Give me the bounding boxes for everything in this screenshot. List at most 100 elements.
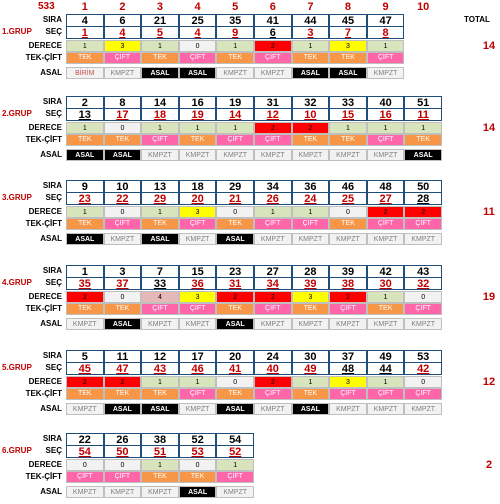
tek-cift-cell: ÇİFT <box>103 52 142 64</box>
sira-cell: 12 <box>141 350 179 362</box>
sec-cell: 4 <box>178 26 217 39</box>
row-label-asal: ASAL <box>40 487 62 496</box>
asal-cell: KMPZT <box>66 318 104 330</box>
derece-cell: 2 <box>404 206 442 218</box>
column-number-8: 8 <box>344 1 352 13</box>
derece-cell: 2 <box>254 291 292 303</box>
derece-cell: 0 <box>103 206 142 218</box>
sira-cell: 41 <box>254 14 292 26</box>
asal-cell: ASAL <box>216 318 254 330</box>
row-label-sira: SIRA <box>42 351 62 360</box>
sira-cell: 29 <box>216 180 254 192</box>
asal-cell: ASAL <box>404 149 442 161</box>
row-label-sec: SEÇ <box>45 278 62 287</box>
row-label-sec: SEÇ <box>45 27 62 36</box>
asal-cell: KMPZT <box>216 67 254 79</box>
tek-cift-cell: TEK <box>66 134 104 146</box>
derece-cell: 1 <box>291 40 330 52</box>
total-header: TOTAL <box>464 15 490 24</box>
derece-cell: 1 <box>216 459 254 471</box>
row-label-derece: DERECE <box>28 377 62 386</box>
tek-cift-cell: TEK <box>291 388 330 400</box>
sira-cell: 11 <box>103 350 142 362</box>
derece-cell: 1 <box>366 122 405 134</box>
asal-cell: KMPZT <box>103 486 142 498</box>
row-label-sira: SIRA <box>42 15 62 24</box>
asal-cell: KMPZT <box>329 403 367 415</box>
derece-cell: 0 <box>178 459 217 471</box>
tek-cift-cell: ÇİFT <box>216 471 254 483</box>
sec-cell: 27 <box>366 192 405 205</box>
sira-cell: 21 <box>141 14 179 26</box>
sec-cell: 43 <box>141 362 179 375</box>
asal-cell: ASAL <box>291 403 330 415</box>
sec-cell: 47 <box>103 362 142 375</box>
sec-cell: 22 <box>103 192 142 205</box>
row-label-asal: ASAL <box>40 150 62 159</box>
sec-cell: 26 <box>254 192 292 205</box>
row-label-tekcift: TEK-ÇİFT <box>25 389 62 398</box>
tek-cift-cell: ÇİFT <box>254 388 292 400</box>
derece-cell: 1 <box>66 40 104 52</box>
sira-cell: 40 <box>366 96 405 108</box>
row-label-derece: DERECE <box>28 41 62 50</box>
sec-cell: 7 <box>329 26 367 39</box>
tek-cift-cell: ÇİFT <box>329 388 367 400</box>
sec-cell: 35 <box>66 277 104 290</box>
tek-cift-cell: ÇİFT <box>291 218 330 230</box>
tek-cift-cell: TEK <box>216 388 254 400</box>
column-number-10: 10 <box>417 1 430 13</box>
sec-cell: 20 <box>178 192 217 205</box>
asal-cell: KMPZT <box>329 233 367 245</box>
derece-cell: 1 <box>291 376 330 388</box>
asal-cell: KMPZT <box>291 233 330 245</box>
sec-cell: 32 <box>404 277 442 290</box>
sec-cell: 44 <box>366 362 405 375</box>
derece-cell: 1 <box>178 122 217 134</box>
asal-cell: KMPZT <box>103 67 142 79</box>
sec-cell: 10 <box>291 108 330 121</box>
asal-cell: KMPZT <box>329 149 367 161</box>
sira-cell: 32 <box>291 96 330 108</box>
sira-cell: 2 <box>66 96 104 108</box>
sec-cell: 33 <box>141 277 179 290</box>
sira-cell: 1 <box>66 265 104 277</box>
tek-cift-cell: ÇİFT <box>404 303 442 315</box>
sira-cell: 28 <box>291 265 330 277</box>
sec-cell: 46 <box>178 362 217 375</box>
tek-cift-cell: ÇİFT <box>178 218 217 230</box>
asal-cell: KMPZT <box>141 318 179 330</box>
sec-cell: 12 <box>254 108 292 121</box>
derece-cell: 1 <box>141 40 179 52</box>
asal-cell: ASAL <box>141 233 179 245</box>
sira-cell: 34 <box>254 180 292 192</box>
asal-cell: KMPZT <box>254 318 292 330</box>
derece-cell: 1 <box>141 122 179 134</box>
sira-cell: 30 <box>291 350 330 362</box>
tek-cift-cell: TEK <box>329 218 367 230</box>
derece-cell: 1 <box>329 122 367 134</box>
row-label-sira: SIRA <box>42 97 62 106</box>
sec-cell: 1 <box>66 26 104 39</box>
corner-count: 533 <box>38 1 55 12</box>
group-name: 3.GRUP <box>2 193 32 202</box>
derece-cell: 2 <box>329 291 367 303</box>
sira-cell: 52 <box>178 433 217 445</box>
derece-cell: 0 <box>216 206 254 218</box>
tek-cift-cell: ÇİFT <box>66 471 104 483</box>
sira-cell: 20 <box>216 350 254 362</box>
sec-cell: 5 <box>141 26 179 39</box>
tek-cift-cell: ÇİFT <box>103 218 142 230</box>
asal-cell: KMPZT <box>66 486 104 498</box>
asal-cell: KMPZT <box>178 149 217 161</box>
derece-cell: 1 <box>366 40 405 52</box>
sira-cell: 25 <box>178 14 217 26</box>
tek-cift-cell: TEK <box>216 218 254 230</box>
group-total: 11 <box>483 206 495 218</box>
sec-cell: 51 <box>141 445 179 458</box>
tek-cift-cell: ÇİFT <box>366 134 405 146</box>
tek-cift-cell: ÇİFT <box>103 471 142 483</box>
tek-cift-cell: TEK <box>66 218 104 230</box>
derece-cell: 3 <box>103 40 142 52</box>
